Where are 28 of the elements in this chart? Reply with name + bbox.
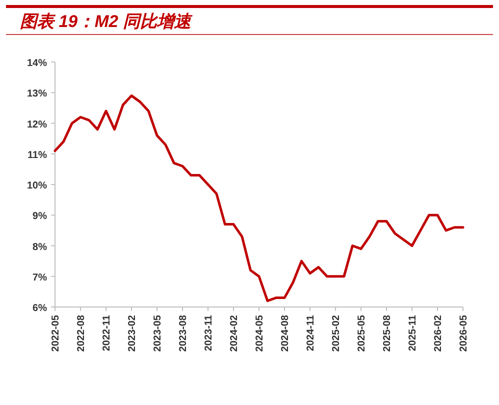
y-tick-label: 13% (26, 88, 48, 100)
x-tick-label: 2025-02 (331, 314, 342, 352)
x-tick-label: 2023-05 (152, 314, 164, 352)
x-tick-label: 2023-02 (127, 314, 138, 352)
x-tick-label: 2023-08 (178, 314, 189, 352)
x-tick-label: 2022-05 (50, 314, 62, 352)
line-series (54, 94, 464, 302)
x-tick-label: 2023-11 (204, 314, 214, 352)
x-tick-label: 2025-05 (356, 314, 368, 352)
x-tick-label: 2024-05 (254, 314, 266, 352)
x-tick-label: 2024-11 (306, 314, 316, 352)
y-tick-label: 10% (26, 180, 48, 192)
y-tick-label: 6% (32, 303, 48, 314)
y-tick-label: 11% (28, 150, 48, 161)
x-tick-label: 2022-11 (102, 314, 112, 352)
y-tick-label: 7% (32, 272, 48, 284)
x-tick-label: 2026-02 (433, 314, 444, 352)
x-tick-label: 2022-08 (76, 314, 87, 352)
x-tick-label: 2025-08 (382, 314, 393, 352)
x-tick-label: 2025-11 (408, 314, 418, 352)
y-tick-label: 8% (32, 242, 48, 253)
y-tick-label: 9% (32, 211, 48, 222)
chart-title: 图表 19：M2 同比增速 (20, 12, 193, 31)
x-tick-label: 2024-02 (229, 314, 240, 352)
x-tick-label: 2024-08 (280, 314, 291, 352)
y-tick-label: 14% (26, 58, 48, 69)
x-tick-label: 2026-05 (458, 314, 470, 352)
y-tick-label: 12% (26, 119, 48, 130)
